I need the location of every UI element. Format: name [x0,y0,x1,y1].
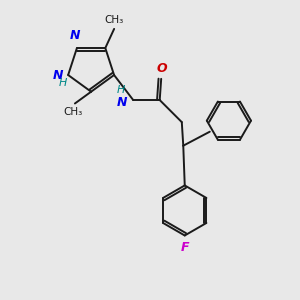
Text: F: F [181,241,189,254]
Text: CH₃: CH₃ [63,107,82,117]
Text: N: N [52,68,63,82]
Text: O: O [157,62,167,75]
Text: CH₃: CH₃ [104,15,124,26]
Text: N: N [70,28,81,41]
Text: H: H [59,78,67,88]
Text: N: N [116,96,127,109]
Text: H: H [117,85,125,95]
